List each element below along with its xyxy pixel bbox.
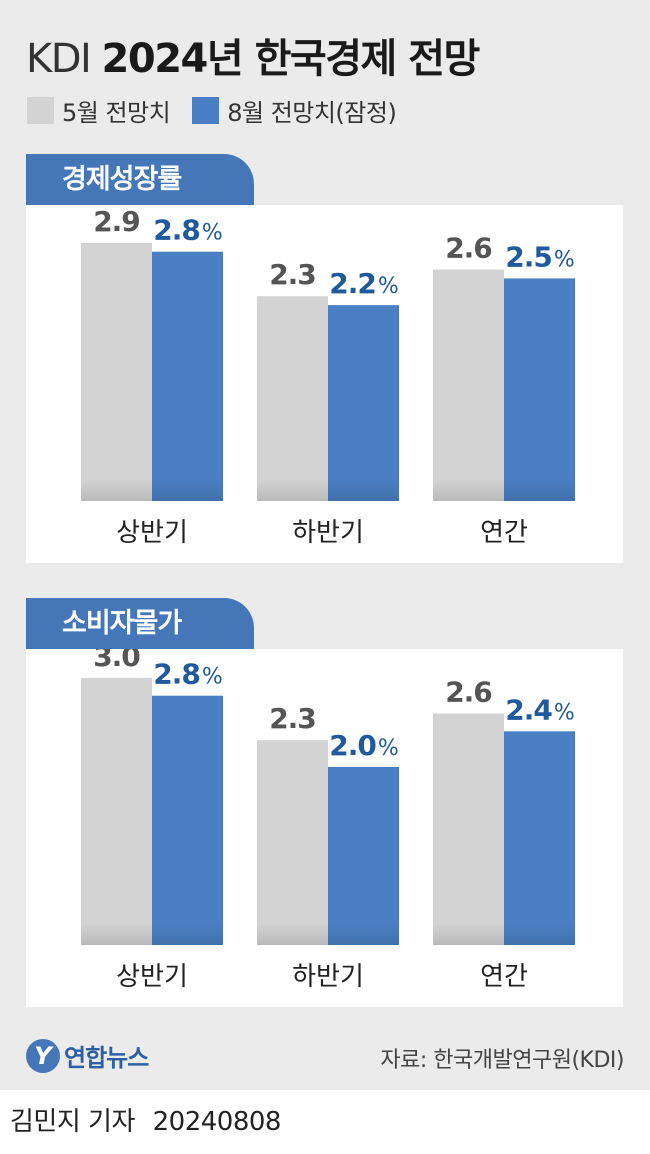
chart-growth: 2.9 2.8% 상반기 2.3 2.2% 하반기 2.6 2.5% 연간: [81, 205, 575, 548]
legend-label-aug: 8월 전망치(잠정): [227, 99, 397, 127]
data-label-aug-2: 2.2%: [329, 267, 398, 300]
bar-shade-may-3: [433, 923, 504, 945]
category-label-2: 하반기: [292, 518, 364, 548]
data-label-may-3: 2.6: [445, 232, 492, 265]
byline: 김민지 기자 20240808: [0, 1090, 650, 1154]
chart-panel-growth: 2.9 2.8% 상반기 2.3 2.2% 하반기 2.6 2.5% 연간: [26, 205, 623, 563]
category-label-1: 상반기: [116, 518, 188, 548]
byline-author: 김민지 기자: [10, 1107, 135, 1137]
bar-shade-may-2: [257, 923, 328, 945]
bar-shade-may-1: [81, 923, 152, 945]
bar-shade-aug-2: [328, 479, 399, 501]
data-label-may-1: 2.9: [93, 205, 140, 238]
bar-aug-1: [152, 251, 223, 501]
section-tab-growth: 경제성장률: [26, 154, 254, 206]
bar-aug-3: [504, 278, 575, 501]
bar-may-2: [257, 740, 328, 945]
bar-shade-aug-2: [328, 923, 399, 945]
bar-may-1: [81, 242, 152, 501]
byline-date: 20240808: [152, 1107, 282, 1137]
logo-mark-icon: Y: [26, 1038, 60, 1073]
logo-name: 연합뉴스: [64, 1044, 149, 1072]
data-label-aug-2: 2.0%: [329, 729, 398, 762]
source-note: 자료: 한국개발연구원(KDI): [380, 1048, 624, 1073]
bar-may-3: [433, 713, 504, 945]
data-label-aug-3: 2.4%: [505, 693, 574, 726]
title-main: 2024년 한국경제 전망: [101, 36, 481, 82]
category-label-2: 하반기: [292, 962, 364, 992]
page-title: KDI 2024년 한국경제 전망: [26, 26, 481, 84]
data-label-may-3: 2.6: [445, 676, 492, 709]
title-prefix: KDI: [26, 36, 92, 82]
legend-swatch-may: [27, 97, 54, 124]
bar-shade-may-1: [81, 479, 152, 501]
chart-cpi: 3.0 2.8% 상반기 2.3 2.0% 하반기 2.6 2.4% 연간: [81, 649, 575, 992]
legend: 5월 전망치 8월 전망치(잠정): [27, 93, 418, 128]
category-label-1: 상반기: [116, 962, 188, 992]
data-label-may-2: 2.3: [269, 258, 316, 291]
bar-may-1: [81, 677, 152, 945]
section-tab-cpi: 소비자물가: [26, 598, 254, 650]
yonhap-logo: Y 연합뉴스: [26, 1038, 149, 1073]
data-label-aug-3: 2.5%: [505, 240, 574, 273]
legend-item-may: 5월 전망치: [27, 93, 171, 128]
bar-shade-aug-1: [152, 479, 223, 501]
bar-aug-3: [504, 731, 575, 945]
bar-shade-aug-3: [504, 923, 575, 945]
bar-may-2: [257, 296, 328, 501]
data-label-aug-1: 2.8%: [153, 214, 222, 247]
bar-shade-may-2: [257, 479, 328, 501]
legend-item-aug: 8월 전망치(잠정): [192, 93, 397, 128]
data-label-may-1: 3.0: [93, 649, 140, 673]
legend-label-may: 5월 전망치: [62, 99, 171, 127]
bar-may-3: [433, 269, 504, 501]
legend-swatch-aug: [192, 97, 220, 124]
bar-shade-may-3: [433, 479, 504, 501]
category-label-3: 연간: [480, 518, 528, 548]
bar-shade-aug-1: [152, 923, 223, 945]
category-label-3: 연간: [480, 962, 528, 992]
bar-aug-2: [328, 305, 399, 501]
bar-shade-aug-3: [504, 479, 575, 501]
data-label-may-2: 2.3: [269, 702, 316, 735]
data-label-aug-1: 2.8%: [153, 658, 222, 691]
bar-aug-2: [328, 766, 399, 945]
chart-panel-cpi: 3.0 2.8% 상반기 2.3 2.0% 하반기 2.6 2.4% 연간: [26, 649, 623, 1007]
bar-aug-1: [152, 695, 223, 945]
